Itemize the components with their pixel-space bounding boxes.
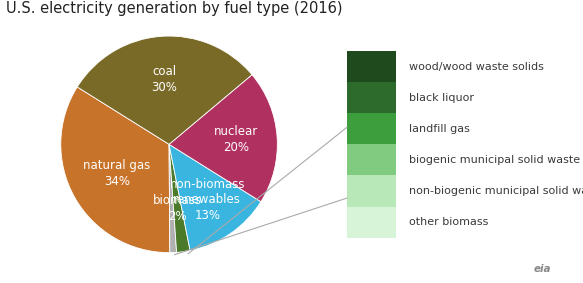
Text: nuclear
20%: nuclear 20% <box>214 125 258 154</box>
Text: landfill gas: landfill gas <box>409 124 470 134</box>
Text: natural gas
34%: natural gas 34% <box>83 159 151 188</box>
Bar <box>347 144 396 175</box>
Text: biomass
2%: biomass 2% <box>153 194 202 223</box>
Bar <box>347 175 396 207</box>
Bar <box>347 51 396 82</box>
Text: black liquor: black liquor <box>409 93 474 103</box>
Bar <box>347 207 396 238</box>
Bar <box>347 82 396 113</box>
Text: non-biomass
renewables
13%: non-biomass renewables 13% <box>170 178 245 222</box>
Wedge shape <box>169 75 278 202</box>
Text: other biomass: other biomass <box>409 217 489 227</box>
Wedge shape <box>169 144 190 252</box>
Text: eia: eia <box>533 264 551 274</box>
Wedge shape <box>169 144 261 250</box>
Text: non-biogenic municipal solid waste: non-biogenic municipal solid waste <box>409 186 583 196</box>
Wedge shape <box>169 144 177 253</box>
Text: coal
30%: coal 30% <box>152 65 177 94</box>
Text: biogenic municipal solid waste: biogenic municipal solid waste <box>409 155 581 165</box>
Wedge shape <box>61 87 170 253</box>
Wedge shape <box>77 36 252 144</box>
Bar <box>347 113 396 144</box>
Text: U.S. electricity generation by fuel type (2016): U.S. electricity generation by fuel type… <box>6 1 342 16</box>
Text: wood/wood waste solids: wood/wood waste solids <box>409 61 544 72</box>
